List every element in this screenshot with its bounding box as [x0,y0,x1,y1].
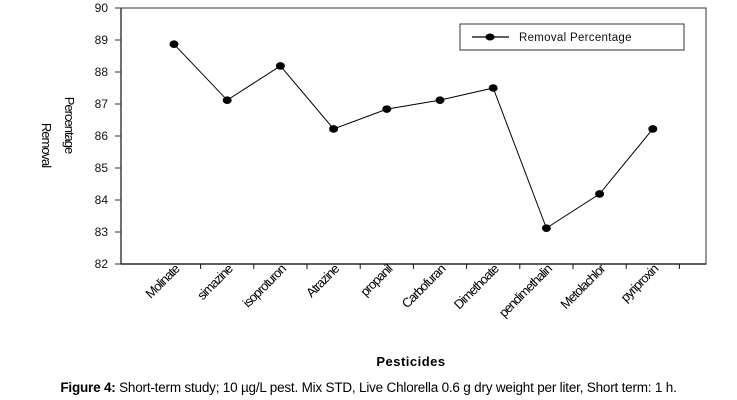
y-tick-label: 87 [95,97,109,111]
figure-caption: Figure 4: Short-term study; 10 µg/L pest… [0,380,737,395]
x-category-label: isoproturon [240,261,289,310]
data-point [169,40,179,48]
y-tick-label: 85 [95,161,109,175]
y-tick-label: 84 [95,193,109,207]
series-line [173,43,654,229]
x-category-label: Molinate [142,261,182,301]
y-axis-ticks: 82 83 84 85 86 87 88 89 90 [95,1,121,271]
y-axis-title-line-2: Percentage [62,97,77,154]
data-point [648,125,658,133]
data-point [382,105,392,113]
y-axis-title-line-1: Removal [39,123,54,168]
data-point [541,224,551,232]
legend-marker-icon [485,33,495,41]
data-point [435,96,445,104]
x-category-label: Metolachlor [557,260,609,312]
x-category-label: Dimethoate [451,261,502,312]
legend: Removal Percentage [459,23,685,51]
x-category-label: propanil [357,261,395,299]
y-tick-label: 83 [95,225,109,239]
x-category-label: pyriproxin [618,261,662,305]
y-tick-label: 86 [95,129,109,143]
data-point [275,62,285,70]
y-tick-label: 89 [95,33,109,47]
figure-caption-text: Short-term study; 10 µg/L pest. Mix STD,… [115,380,677,395]
legend-label: Removal Percentage [519,32,632,44]
data-point [329,125,339,133]
y-tick-label: 88 [95,65,109,79]
x-category-label: Atrazine [303,261,342,300]
figure-label: Figure 4: [60,380,116,395]
data-point [222,96,232,104]
data-point [488,84,498,92]
axis-titles: Removal Percentage Pesticides [39,97,445,369]
data-point [595,190,605,198]
y-tick-label: 82 [95,257,109,271]
y-tick-label: 90 [95,1,109,15]
series-removal-percentage [169,40,658,232]
x-axis-title: Pesticides [376,354,445,369]
x-category-label: Carbofuran [399,261,449,311]
x-category-label: pendimethalin [496,261,555,320]
x-axis-ticks: Molinate simazine isoproturon Atrazine propa… [142,260,680,320]
